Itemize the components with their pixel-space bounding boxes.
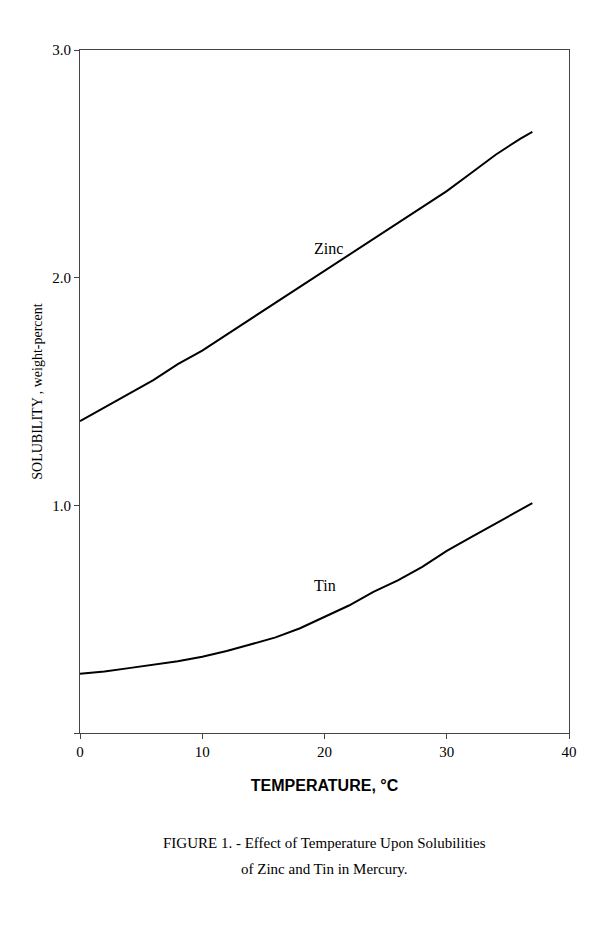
svg-text:Zinc: Zinc xyxy=(314,240,343,257)
svg-text:2.0: 2.0 xyxy=(52,270,71,286)
svg-text:30: 30 xyxy=(439,744,454,760)
svg-text:20: 20 xyxy=(317,744,332,760)
svg-text:10: 10 xyxy=(195,744,210,760)
svg-text:TEMPERATURE, °C: TEMPERATURE, °C xyxy=(251,777,399,794)
svg-text:Tin: Tin xyxy=(314,577,336,594)
svg-text:40: 40 xyxy=(562,744,577,760)
svg-text:3.0: 3.0 xyxy=(52,42,71,58)
svg-text:SOLUBILITY , weight-percent: SOLUBILITY , weight-percent xyxy=(30,303,45,479)
svg-text:FIGURE 1. - Effect of Temperat: FIGURE 1. - Effect of Temperature Upon S… xyxy=(163,835,486,851)
svg-text:of Zinc and Tin in Mercury.: of Zinc and Tin in Mercury. xyxy=(241,861,408,877)
svg-text:0: 0 xyxy=(76,744,84,760)
svg-text:1.0: 1.0 xyxy=(52,498,71,514)
